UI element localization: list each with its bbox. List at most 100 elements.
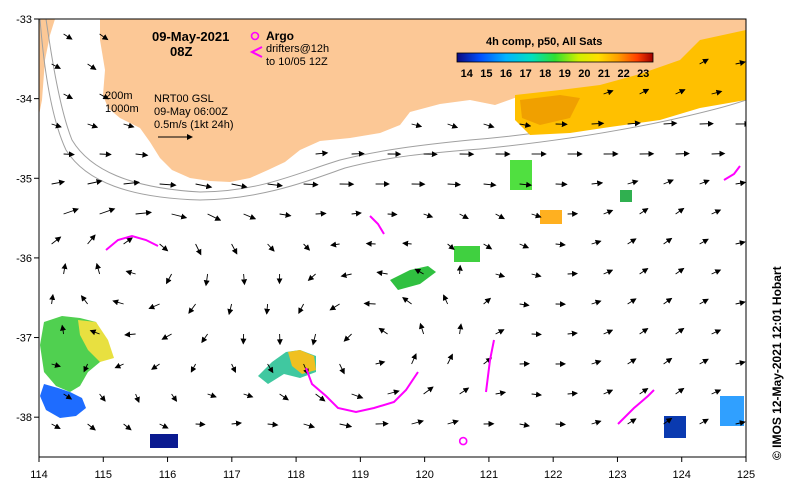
current-vector bbox=[457, 323, 464, 335]
current-vector bbox=[519, 421, 530, 428]
current-vector bbox=[591, 120, 605, 127]
colorbar-tick-label: 14 bbox=[461, 68, 474, 80]
current-vector bbox=[591, 359, 602, 366]
current-vector bbox=[264, 303, 271, 315]
current-vector bbox=[411, 419, 424, 426]
current-vector bbox=[419, 322, 425, 335]
current-vector bbox=[387, 389, 400, 396]
y-axis: -33 -34 -35 -36 -37 -38 bbox=[16, 14, 39, 424]
current-vector bbox=[639, 268, 649, 275]
current-vector bbox=[60, 324, 66, 335]
current-vector bbox=[63, 393, 73, 400]
current-vector bbox=[231, 243, 238, 255]
current-vector bbox=[711, 150, 726, 157]
current-vector bbox=[188, 303, 196, 314]
sst-patch-mid-green bbox=[390, 266, 436, 290]
current-vector bbox=[639, 388, 649, 395]
x-tick-label: 116 bbox=[159, 469, 177, 481]
current-vector bbox=[339, 422, 353, 429]
current-vector bbox=[63, 207, 79, 215]
current-vector bbox=[531, 272, 542, 278]
current-vector bbox=[603, 269, 614, 275]
current-vector bbox=[495, 213, 505, 220]
current-vector bbox=[603, 89, 614, 96]
current-vector bbox=[243, 392, 254, 399]
sst-patches bbox=[40, 30, 746, 448]
argo-legend-label: Argo bbox=[266, 29, 294, 43]
current-vector bbox=[663, 297, 673, 305]
current-vector bbox=[567, 270, 578, 277]
current-vector bbox=[351, 210, 362, 217]
plot-frame bbox=[38, 18, 747, 458]
current-vector bbox=[748, 273, 757, 274]
current-vector bbox=[456, 264, 463, 275]
current-vector bbox=[123, 179, 140, 186]
contour-label-200m: 200m bbox=[105, 90, 133, 102]
current-vector bbox=[87, 63, 97, 70]
current-vector bbox=[414, 268, 424, 275]
current-vector bbox=[447, 122, 459, 129]
current-vector bbox=[51, 122, 62, 129]
current-vector bbox=[87, 423, 96, 431]
current-vector bbox=[627, 179, 639, 186]
time-title: 08Z bbox=[170, 44, 192, 59]
current-vector bbox=[519, 301, 530, 308]
current-vector bbox=[735, 60, 746, 66]
y-tick-label: -35 bbox=[16, 173, 32, 185]
current-vector bbox=[591, 180, 604, 187]
current-vector bbox=[99, 207, 116, 215]
y-tick-label: -36 bbox=[16, 253, 32, 265]
current-vector bbox=[89, 329, 100, 336]
current-vector bbox=[87, 122, 99, 129]
current-vector bbox=[230, 363, 237, 374]
current-vector bbox=[134, 393, 140, 404]
current-vector bbox=[195, 183, 213, 190]
current-vector bbox=[639, 208, 649, 215]
colorbar-tick-label: 16 bbox=[500, 68, 512, 80]
argo-legend-icon bbox=[250, 31, 260, 41]
current-vector bbox=[735, 420, 746, 426]
current-vector bbox=[227, 303, 234, 316]
sst-patch-cyan-e125 bbox=[720, 396, 744, 426]
current-vector bbox=[627, 120, 641, 127]
current-vector bbox=[51, 179, 66, 186]
current-vector bbox=[307, 273, 316, 281]
current-vector bbox=[343, 333, 352, 342]
current-vector bbox=[303, 181, 319, 188]
current-vector bbox=[627, 358, 637, 365]
current-vector bbox=[135, 209, 152, 216]
current-vector bbox=[375, 360, 386, 366]
current-vector bbox=[267, 243, 275, 252]
current-vector bbox=[267, 363, 274, 374]
sst-patch-green-123 bbox=[620, 190, 632, 202]
current-vector bbox=[495, 272, 506, 279]
current-vector bbox=[591, 299, 602, 306]
current-vector bbox=[423, 212, 434, 219]
current-vector bbox=[303, 243, 311, 251]
current-vector bbox=[123, 122, 135, 129]
sst-patch-blue-s124 bbox=[664, 416, 686, 438]
current-vector bbox=[591, 239, 602, 246]
current-vector bbox=[423, 386, 434, 395]
current-vector bbox=[748, 33, 757, 34]
drifter-track bbox=[485, 339, 495, 393]
drifter-track bbox=[723, 165, 741, 181]
sst-patch-orange-122 bbox=[540, 210, 562, 224]
current-vector bbox=[675, 89, 686, 95]
current-vector bbox=[151, 363, 160, 370]
x-tick-label: 114 bbox=[30, 469, 48, 481]
current-vector bbox=[207, 392, 217, 399]
sst-patch-west-yellow bbox=[78, 320, 114, 362]
sst-patch-c118-yellow bbox=[288, 350, 316, 374]
x-axis: 114 115 116 117 118 119 120 121 122 123 124 125 bbox=[30, 457, 755, 481]
current-vector bbox=[159, 243, 169, 252]
current-vector bbox=[123, 423, 132, 431]
current-vector bbox=[201, 333, 208, 344]
current-vector bbox=[61, 263, 68, 275]
current-vector bbox=[402, 240, 412, 247]
colorbar bbox=[456, 52, 654, 63]
current-vector bbox=[203, 273, 210, 287]
drifter-tracks bbox=[105, 165, 741, 425]
current-vector bbox=[63, 33, 73, 40]
current-vector bbox=[639, 328, 649, 335]
